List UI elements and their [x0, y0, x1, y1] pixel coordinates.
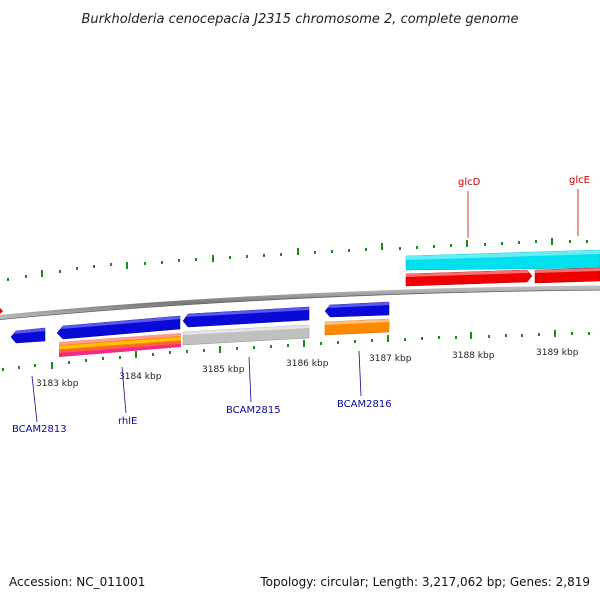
gene-label-glcE[interactable]: glcE	[569, 175, 590, 186]
gene-leader-lines	[31, 189, 579, 423]
kbp-label-3183: 3183 kbp	[36, 379, 79, 389]
kbp-label-3187: 3187 kbp	[369, 354, 412, 364]
inner-tick-ring	[2, 330, 590, 371]
gene-label-BCAM2813[interactable]: BCAM2813	[12, 424, 67, 435]
lower-cds-track	[10, 301, 390, 344]
offscreen-feature-marker	[0, 308, 3, 314]
kbp-label-3185: 3185 kbp	[202, 365, 245, 375]
gene-label-BCAM2816[interactable]: BCAM2816	[337, 399, 392, 410]
lower-feature-track	[59, 318, 390, 357]
chromosome-backbone	[0, 285, 600, 321]
rhlE-cds-arrow[interactable]	[56, 315, 181, 340]
map-title: Burkholderia cenocepacia J2315 chromosom…	[81, 12, 518, 27]
gene-label-rhlE[interactable]: rhlE	[118, 416, 137, 427]
gene-label-glcD[interactable]: glcD	[458, 177, 481, 188]
gene-label-BCAM2815[interactable]: BCAM2815	[226, 405, 281, 416]
accession-text: Accession: NC_011001	[9, 575, 145, 589]
kbp-label-3186: 3186 kbp	[286, 359, 329, 369]
kbp-label-3188: 3188 kbp	[452, 351, 495, 361]
outer-tick-ring	[7, 238, 588, 281]
BCAM2815-cds-arrow[interactable]	[182, 306, 310, 328]
kbp-label-3189: 3189 kbp	[536, 348, 579, 358]
upper-feature-track	[405, 249, 600, 287]
kbp-ruler: 3183 kbp 3184 kbp 3185 kbp 3186 kbp 3187…	[36, 348, 579, 389]
genome-summary-text: Topology: circular; Length: 3,217,062 bp…	[259, 575, 590, 589]
kbp-label-3184: 3184 kbp	[119, 372, 162, 382]
gene-labels: BCAM2813 rhlE BCAM2815 BCAM2816 glcD glc…	[12, 175, 590, 435]
